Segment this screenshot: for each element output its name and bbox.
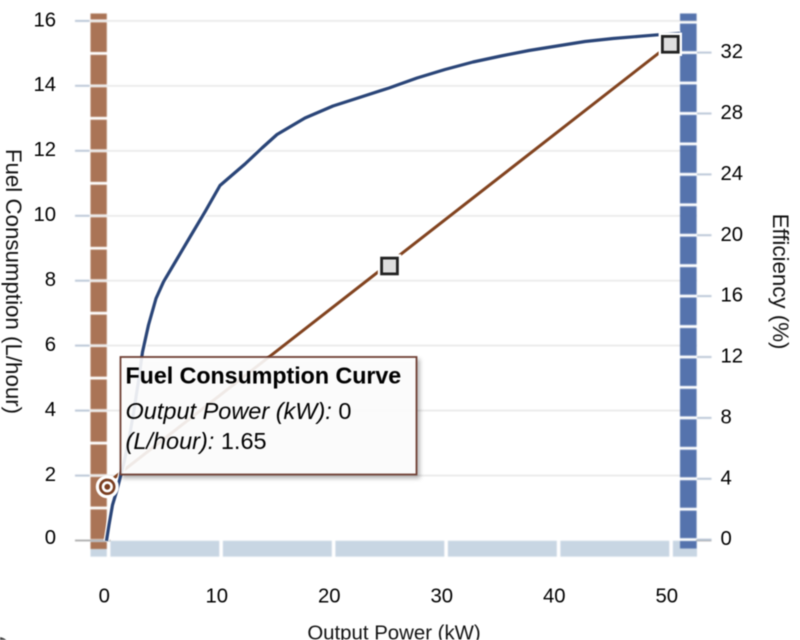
svg-text:0: 0 (45, 527, 56, 549)
svg-text:28: 28 (721, 102, 744, 124)
svg-text:0: 0 (721, 528, 732, 550)
svg-text:16: 16 (721, 285, 744, 307)
svg-text:Fuel Consumption Curve: Fuel Consumption Curve (126, 363, 402, 389)
svg-text:50: 50 (656, 585, 679, 607)
svg-text:10: 10 (206, 585, 229, 607)
svg-text:4: 4 (45, 399, 56, 421)
svg-text:12: 12 (721, 346, 744, 368)
svg-text:24: 24 (721, 163, 744, 185)
svg-text:0: 0 (99, 585, 110, 607)
svg-text:(L/hour): 1.65: (L/hour): 1.65 (126, 428, 267, 454)
svg-text:32: 32 (721, 41, 744, 63)
svg-text:40: 40 (543, 585, 566, 607)
svg-text:6: 6 (45, 334, 56, 356)
svg-text:8: 8 (721, 407, 732, 429)
svg-text:30: 30 (431, 585, 454, 607)
svg-text:12: 12 (33, 139, 56, 161)
svg-text:20: 20 (721, 224, 744, 246)
svg-text:20: 20 (318, 585, 341, 607)
svg-text:16: 16 (33, 9, 56, 31)
svg-text:Fuel Consumption (L/hour): Fuel Consumption (L/hour) (1, 149, 26, 414)
svg-text:Efficiency (%): Efficiency (%) (768, 214, 793, 350)
svg-text:10: 10 (33, 204, 56, 226)
svg-text:14: 14 (33, 74, 56, 96)
svg-text:4: 4 (721, 467, 732, 489)
svg-text:2: 2 (45, 464, 56, 486)
svg-text:Output Power (kW): 0: Output Power (kW): 0 (126, 398, 352, 424)
svg-text:8: 8 (45, 269, 56, 291)
svg-text:Output Power (kW): Output Power (kW) (307, 623, 480, 640)
